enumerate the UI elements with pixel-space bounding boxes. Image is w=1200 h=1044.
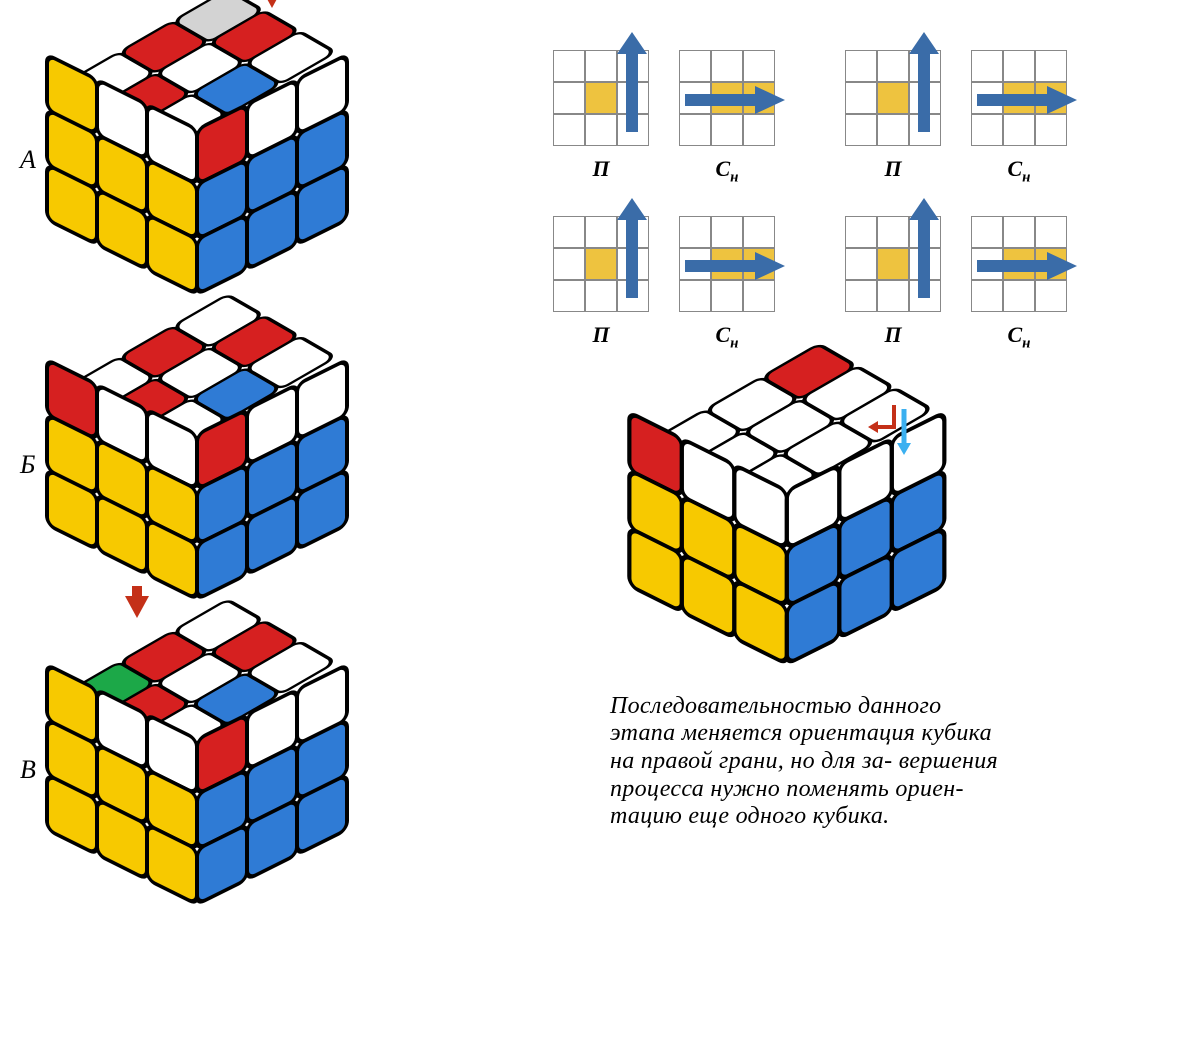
- cube-row-В: В: [20, 630, 430, 910]
- corner-arrow-icon: [260, 0, 284, 8]
- notation-label: П: [884, 156, 901, 182]
- description-text: Последовательностью данного этапа меняет…: [610, 693, 1010, 831]
- cube-row-А: А: [20, 20, 430, 300]
- right-column: П Сн П Сн П Сн П Сн Последовательностью данного…: [490, 20, 1130, 935]
- notation-grid: П: [553, 50, 649, 186]
- up-arrow-icon: [617, 32, 647, 142]
- notation-grid: Сн: [679, 50, 775, 186]
- corner-arrow-icon: [125, 596, 149, 618]
- right-arrow-icon: [685, 252, 785, 280]
- notation-grid: П: [845, 50, 941, 186]
- notation-label: П: [884, 322, 901, 348]
- notation-label: Сн: [715, 156, 738, 186]
- cube-row-Б: Б: [20, 325, 430, 605]
- right-arrow-icon: [977, 252, 1077, 280]
- notation-label: П: [592, 322, 609, 348]
- right-cube-wrap: [650, 383, 970, 663]
- left-column: АБВ: [20, 20, 430, 935]
- notation-label: Сн: [1007, 156, 1030, 186]
- notation-grid: Сн: [679, 216, 775, 352]
- notation-grid: Сн: [971, 50, 1067, 186]
- up-arrow-icon: [909, 198, 939, 308]
- notation-label: Сн: [715, 322, 738, 352]
- right-arrow-icon: [685, 86, 785, 114]
- notation-area: П Сн П Сн П Сн П Сн: [490, 50, 1130, 353]
- up-arrow-icon: [617, 198, 647, 308]
- swap-arrows-icon: [868, 401, 916, 462]
- notation-label: П: [592, 156, 609, 182]
- notation-grid: П: [553, 216, 649, 352]
- notation-grid: П: [845, 216, 941, 352]
- notation-label: Сн: [1007, 322, 1030, 352]
- notation-grid: Сн: [971, 216, 1067, 352]
- right-arrow-icon: [977, 86, 1077, 114]
- up-arrow-icon: [909, 32, 939, 142]
